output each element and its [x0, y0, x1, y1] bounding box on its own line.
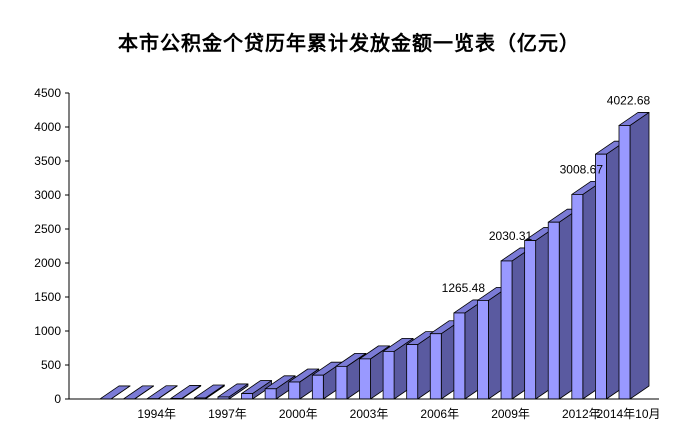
bar: [241, 380, 272, 400]
x-tick-label: 2003年: [350, 407, 389, 421]
data-label: 1265.48: [442, 281, 486, 295]
bar-front: [595, 153, 607, 400]
data-label: 4022.68: [607, 93, 651, 107]
bar: [618, 112, 650, 400]
bar-front: [335, 365, 348, 400]
chart-title: 本市公积金个贷历年累计发放金额一览表（亿元）: [118, 31, 580, 55]
bar-front: [359, 358, 371, 400]
bar: [99, 385, 131, 400]
data-label: 2030.31: [489, 229, 533, 243]
y-tick-label: 4000: [34, 120, 61, 134]
bar-front: [382, 350, 395, 400]
y-tick-label: 4500: [34, 86, 61, 100]
bar-front: [406, 344, 419, 400]
bar-front: [571, 194, 584, 400]
x-tick-label: 2014年10月: [596, 407, 660, 421]
bar-side: [629, 112, 650, 400]
y-tick-label: 3000: [34, 188, 61, 202]
x-tick-label: 2009年: [491, 407, 530, 421]
bar-top: [99, 385, 131, 400]
bar-front: [500, 260, 513, 400]
x-tick-label: 2000年: [279, 407, 318, 421]
bar-front: [429, 333, 442, 400]
bar-front: [547, 221, 560, 400]
y-tick-label: 0: [54, 392, 61, 406]
bar-front: [524, 240, 537, 400]
y-tick-label: 2500: [34, 222, 61, 236]
y-tick-label: 3500: [34, 154, 61, 168]
y-tick-label: 1000: [34, 324, 61, 338]
data-labels: 1265.48 2030.31 3008.67 4022.68: [442, 93, 651, 294]
x-tick-label: 1997年: [208, 407, 247, 421]
data-label: 3008.67: [560, 162, 604, 176]
y-axis: 0 500 1000 1500 2000 2500 3000 3500 4000 4500: [34, 86, 70, 406]
x-axis: 1994年 1997年 2000年 2003年 2006年 2009年 2012年2014年…: [69, 398, 661, 421]
x-tick-label: 1994年: [137, 407, 176, 421]
bar-top: [123, 385, 154, 400]
bar: [170, 385, 202, 400]
x-tick-label: 2006年: [420, 407, 459, 421]
bar-front: [477, 299, 489, 400]
bar-front: [618, 125, 631, 400]
bar-front: [311, 374, 324, 400]
x-tick-label: 2012年: [562, 407, 601, 421]
bar-front: [453, 312, 466, 400]
bars: [99, 112, 650, 400]
y-tick-label: 500: [41, 358, 61, 372]
bar: [193, 384, 225, 400]
bar-front: [241, 393, 253, 400]
bar-front: [264, 388, 277, 400]
y-tick-label: 1500: [34, 290, 61, 304]
y-tick-label: 2000: [34, 256, 61, 270]
bar-front: [288, 381, 301, 400]
bar: [217, 383, 249, 400]
